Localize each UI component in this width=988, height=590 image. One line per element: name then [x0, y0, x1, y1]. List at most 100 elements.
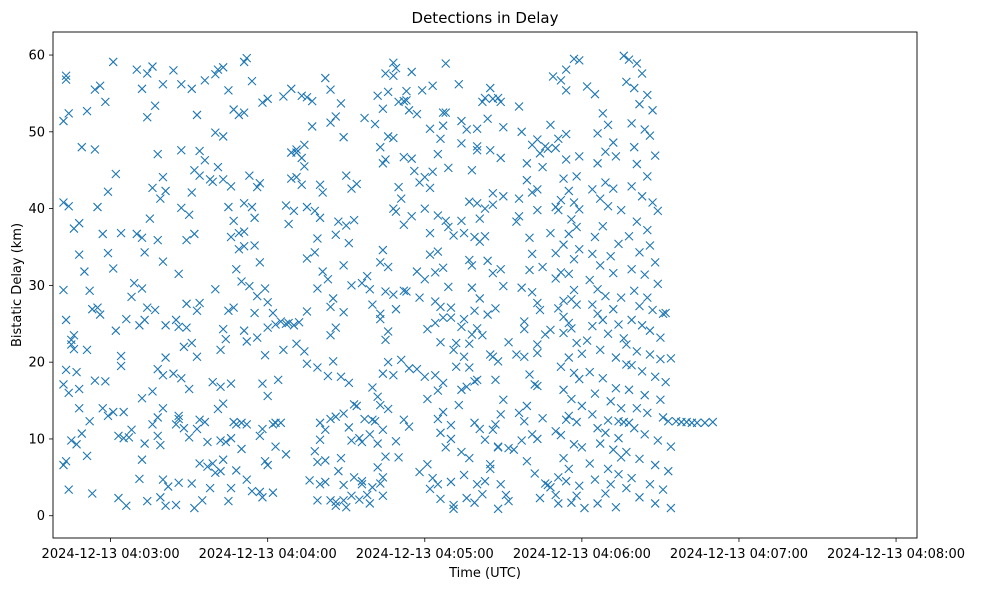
detection-point — [66, 335, 76, 345]
detection-point — [454, 400, 464, 410]
detection-point — [438, 263, 448, 273]
detection-point — [260, 456, 270, 466]
detection-point — [645, 131, 655, 141]
detection-point — [551, 274, 561, 283]
detection-point — [546, 228, 555, 238]
detection-point — [480, 435, 490, 445]
detection-point — [383, 132, 393, 141]
detection-point — [153, 413, 163, 422]
detection-point — [551, 490, 561, 500]
detection-point — [396, 355, 406, 365]
detection-point — [582, 336, 592, 346]
detection-point — [98, 229, 108, 239]
detection-point — [263, 460, 273, 470]
detection-point — [485, 459, 495, 469]
detection-point — [616, 293, 626, 303]
detection-point — [470, 418, 479, 428]
detection-point — [218, 324, 228, 334]
detection-point — [336, 453, 346, 463]
detection-point — [441, 216, 451, 226]
detection-point — [399, 152, 409, 162]
detection-point — [239, 198, 249, 208]
detection-point — [313, 457, 322, 467]
detection-point — [347, 280, 356, 290]
detection-point — [433, 479, 443, 489]
detection-point — [114, 493, 123, 503]
detection-point — [514, 194, 524, 204]
detection-point — [590, 389, 600, 399]
detection-point — [174, 478, 184, 488]
detection-point — [218, 132, 228, 141]
detection-point — [504, 443, 513, 453]
detection-point — [627, 473, 637, 483]
detection-point — [192, 424, 202, 434]
detection-point — [527, 188, 537, 197]
detection-point — [255, 431, 265, 441]
detection-point — [323, 371, 333, 381]
detection-point — [556, 195, 566, 205]
detection-point — [561, 155, 571, 164]
detection-point — [603, 201, 613, 211]
detection-point — [333, 466, 343, 476]
detection-point — [231, 264, 241, 274]
detection-point — [320, 456, 330, 465]
detection-point — [129, 278, 139, 288]
detection-point — [140, 247, 150, 257]
detection-point — [189, 165, 199, 175]
detection-point — [307, 96, 317, 106]
detection-point — [336, 99, 346, 108]
detection-point — [331, 323, 341, 333]
y-axis-label: Bistatic Delay (km) — [10, 223, 25, 347]
detection-point — [224, 496, 233, 506]
detection-point — [388, 370, 398, 380]
detection-point — [205, 175, 215, 184]
detection-point — [378, 245, 388, 255]
detection-point — [192, 306, 202, 316]
detection-point — [116, 228, 126, 238]
detection-point — [289, 320, 299, 330]
detection-point — [593, 284, 602, 294]
detection-point — [72, 367, 81, 377]
detection-point — [404, 363, 414, 373]
detection-point — [569, 285, 579, 295]
detection-point — [608, 304, 618, 314]
y-tick-label: 50 — [28, 125, 45, 140]
detection-point — [587, 321, 597, 331]
detection-point — [179, 423, 189, 433]
detection-point — [635, 301, 644, 311]
detection-point — [449, 231, 458, 240]
detection-point — [635, 247, 644, 257]
detection-point — [90, 376, 100, 385]
detection-point — [423, 459, 432, 469]
detection-point — [553, 499, 563, 508]
detection-point — [77, 429, 87, 438]
detection-point — [391, 436, 401, 446]
detection-point — [142, 112, 152, 122]
detection-point — [176, 79, 186, 89]
detection-point — [692, 418, 702, 428]
detection-point — [137, 84, 147, 94]
detection-point — [331, 501, 341, 511]
detection-point — [519, 416, 529, 426]
detection-point — [587, 300, 597, 309]
detection-point — [640, 429, 650, 439]
detection-point — [464, 197, 474, 207]
detection-point — [642, 408, 652, 418]
detection-point — [462, 125, 472, 134]
detection-point — [436, 302, 445, 312]
detection-point — [616, 403, 626, 413]
detection-point — [142, 496, 152, 506]
detection-point — [559, 240, 568, 250]
detection-point — [336, 372, 346, 382]
detection-point — [184, 433, 194, 442]
detection-point — [388, 133, 398, 143]
detection-point — [564, 186, 574, 196]
detection-point — [648, 105, 657, 115]
detection-point — [608, 268, 618, 278]
detection-point — [184, 384, 194, 394]
detection-point — [286, 84, 296, 94]
detection-point — [415, 178, 424, 187]
detection-point — [564, 229, 574, 239]
detection-point — [82, 106, 92, 116]
detection-point — [252, 291, 262, 301]
